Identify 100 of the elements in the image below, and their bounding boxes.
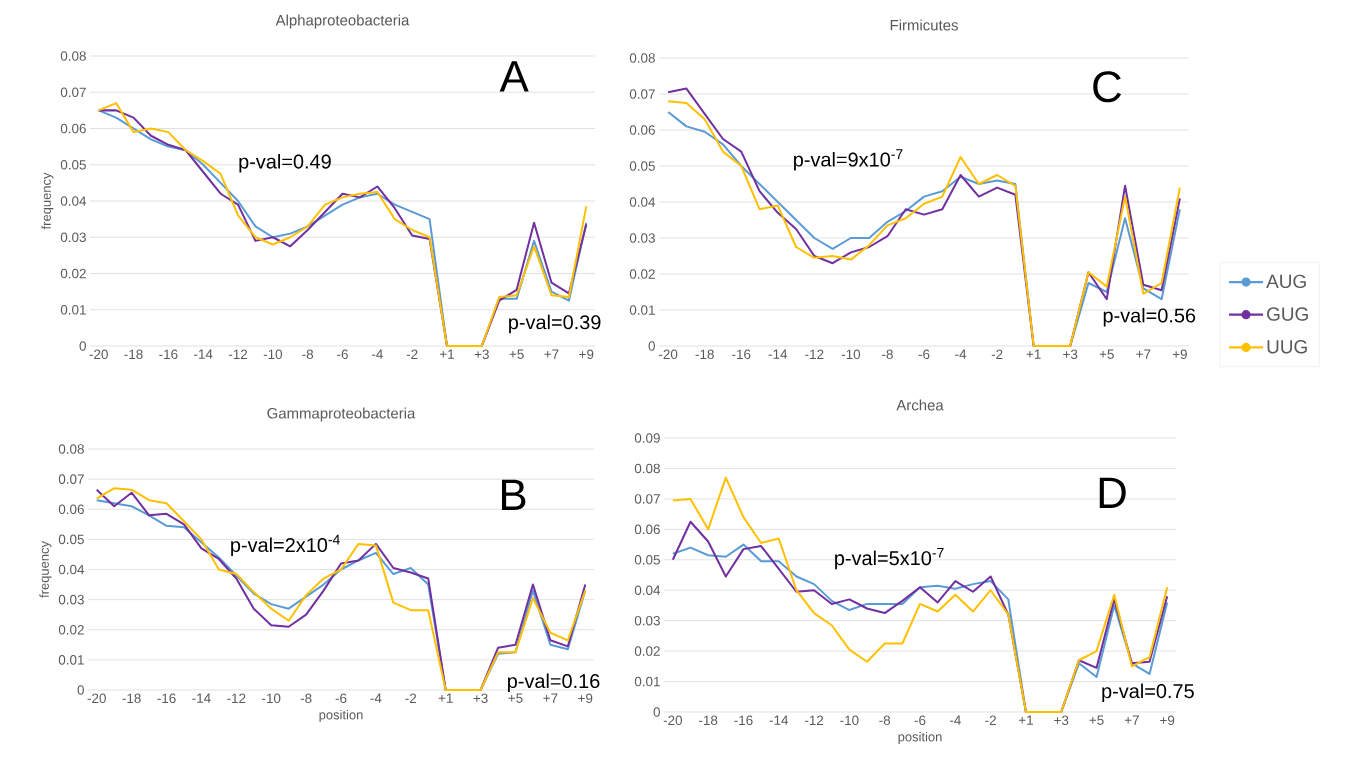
y-tick-label: 0.04 xyxy=(58,564,85,575)
y-tick-label: 0.04 xyxy=(60,196,87,206)
x-axis-title: position xyxy=(319,709,363,722)
y-tick-label: 0.06 xyxy=(629,125,655,135)
chart-title: Firmicutes xyxy=(890,19,958,31)
y-tick-label: 0.08 xyxy=(629,53,655,63)
x-tick-label: +5 xyxy=(1099,349,1114,359)
x-tick-label: +1 xyxy=(439,349,454,359)
y-tick-label: 0.03 xyxy=(629,233,655,243)
x-tick-label: -10 xyxy=(263,349,283,360)
y-tick-label: 0.02 xyxy=(58,624,84,635)
y-tick-label: 0.06 xyxy=(634,524,660,535)
y-axis-title: frequency xyxy=(41,172,54,230)
x-tick-label: -6 xyxy=(337,349,348,360)
legend-label: UUG xyxy=(1267,340,1307,354)
y-tick-label: 0.05 xyxy=(629,161,655,171)
x-tick-label: -6 xyxy=(335,693,347,704)
x-tick-label: +9 xyxy=(1160,715,1175,726)
annotation: p-val=5x10$^{-7}$ xyxy=(835,547,944,570)
y-tick-label: 0.01 xyxy=(629,305,655,315)
x-tick-label: -4 xyxy=(371,349,383,359)
x-tick-label: +3 xyxy=(1054,715,1069,726)
x-tick-label: -14 xyxy=(768,349,788,359)
y-tick-label: 0.07 xyxy=(58,474,84,484)
x-tick-label: +3 xyxy=(473,693,488,704)
x-tick-label: +1 xyxy=(1018,715,1033,725)
x-tick-label: +9 xyxy=(578,693,593,704)
x-tick-label: -16 xyxy=(732,349,751,360)
annotation: p-val=0.75 xyxy=(1102,683,1194,703)
y-tick-label: 0 xyxy=(648,341,655,351)
annotation: p-val=0.39 xyxy=(509,314,601,334)
x-tick-label: +5 xyxy=(508,693,523,703)
chart-title: Archea xyxy=(896,399,944,411)
y-tick-label: 0.05 xyxy=(60,159,86,170)
x-tick-label: -8 xyxy=(879,715,891,726)
y-tick-label: 0.03 xyxy=(58,594,84,605)
x-tick-label: +9 xyxy=(579,349,594,360)
x-tick-label: -14 xyxy=(769,715,789,725)
y-tick-label: 0.07 xyxy=(60,87,86,97)
x-tick-label: -2 xyxy=(406,349,418,359)
x-tick-label: +3 xyxy=(1063,349,1078,360)
x-tick-label: -2 xyxy=(405,693,417,703)
x-tick-label: -20 xyxy=(663,715,683,726)
y-tick-label: 0.05 xyxy=(634,555,660,565)
x-tick-label: +7 xyxy=(544,349,559,359)
x-tick-label: -16 xyxy=(157,693,176,704)
x-tick-label: +7 xyxy=(1124,715,1139,725)
y-tick-label: 0.07 xyxy=(629,89,655,99)
x-tick-label: -18 xyxy=(695,349,714,360)
legend-label: AUG xyxy=(1266,274,1306,289)
x-tick-label: -12 xyxy=(805,349,824,359)
x-tick-label: -16 xyxy=(734,715,753,726)
y-axis-title: frequency xyxy=(39,541,52,598)
x-tick-label: -2 xyxy=(985,715,996,725)
y-tick-label: 0.07 xyxy=(634,494,660,504)
y-tick-label: 0.08 xyxy=(634,463,660,474)
y-tick-label: 0 xyxy=(79,341,86,351)
y-tick-label: 0 xyxy=(77,685,84,695)
x-tick-label: -20 xyxy=(89,349,108,360)
x-tick-label: -10 xyxy=(840,715,859,726)
annotation: p-val=2x10$^{-4}$ xyxy=(231,534,340,557)
annotation: p-val=0.56 xyxy=(1103,307,1196,327)
x-tick-label: -12 xyxy=(228,349,248,359)
x-tick-label: -12 xyxy=(804,715,824,725)
x-tick-label: -20 xyxy=(659,349,678,360)
y-tick-label: 0 xyxy=(653,707,660,717)
x-tick-label: +1 xyxy=(1026,349,1041,359)
x-tick-label: -2 xyxy=(991,349,1003,359)
x-tick-label: -12 xyxy=(227,693,246,703)
x-tick-label: -4 xyxy=(949,715,961,725)
x-tick-label: -4 xyxy=(955,349,967,359)
y-tick-label: 0.09 xyxy=(634,433,660,443)
x-tick-label: -8 xyxy=(882,349,893,360)
y-tick-label: 0.03 xyxy=(634,615,660,626)
annotation: p-val=9x10$^{-7}$ xyxy=(794,149,903,171)
y-tick-label: 0.08 xyxy=(58,444,84,454)
y-tick-label: 0.05 xyxy=(58,534,84,545)
y-tick-label: 0.01 xyxy=(58,655,84,665)
x-tick-label: -6 xyxy=(918,349,930,360)
y-tick-label: 0.03 xyxy=(60,232,86,242)
y-tick-label: 0.02 xyxy=(629,269,655,279)
y-tick-label: 0.06 xyxy=(58,504,84,515)
x-axis-title: position xyxy=(898,731,942,744)
y-tick-label: 0.04 xyxy=(629,197,656,207)
y-tick-label: 0.02 xyxy=(60,268,86,279)
x-tick-label: -10 xyxy=(262,693,281,704)
annotation: D xyxy=(1099,477,1126,508)
x-tick-label: -20 xyxy=(87,693,106,704)
y-tick-label: 0.02 xyxy=(634,646,660,656)
x-tick-label: -4 xyxy=(370,693,382,703)
x-tick-label: -10 xyxy=(841,349,861,360)
x-tick-label: +5 xyxy=(1089,715,1104,725)
annotation: B xyxy=(502,479,526,510)
x-tick-label: +9 xyxy=(1172,349,1187,360)
x-tick-label: +1 xyxy=(438,693,453,703)
x-tick-label: +5 xyxy=(509,349,524,359)
x-tick-label: -16 xyxy=(159,349,178,360)
x-tick-label: -18 xyxy=(124,349,143,360)
x-tick-label: +7 xyxy=(1136,349,1151,359)
y-tick-label: 0.06 xyxy=(60,123,86,134)
